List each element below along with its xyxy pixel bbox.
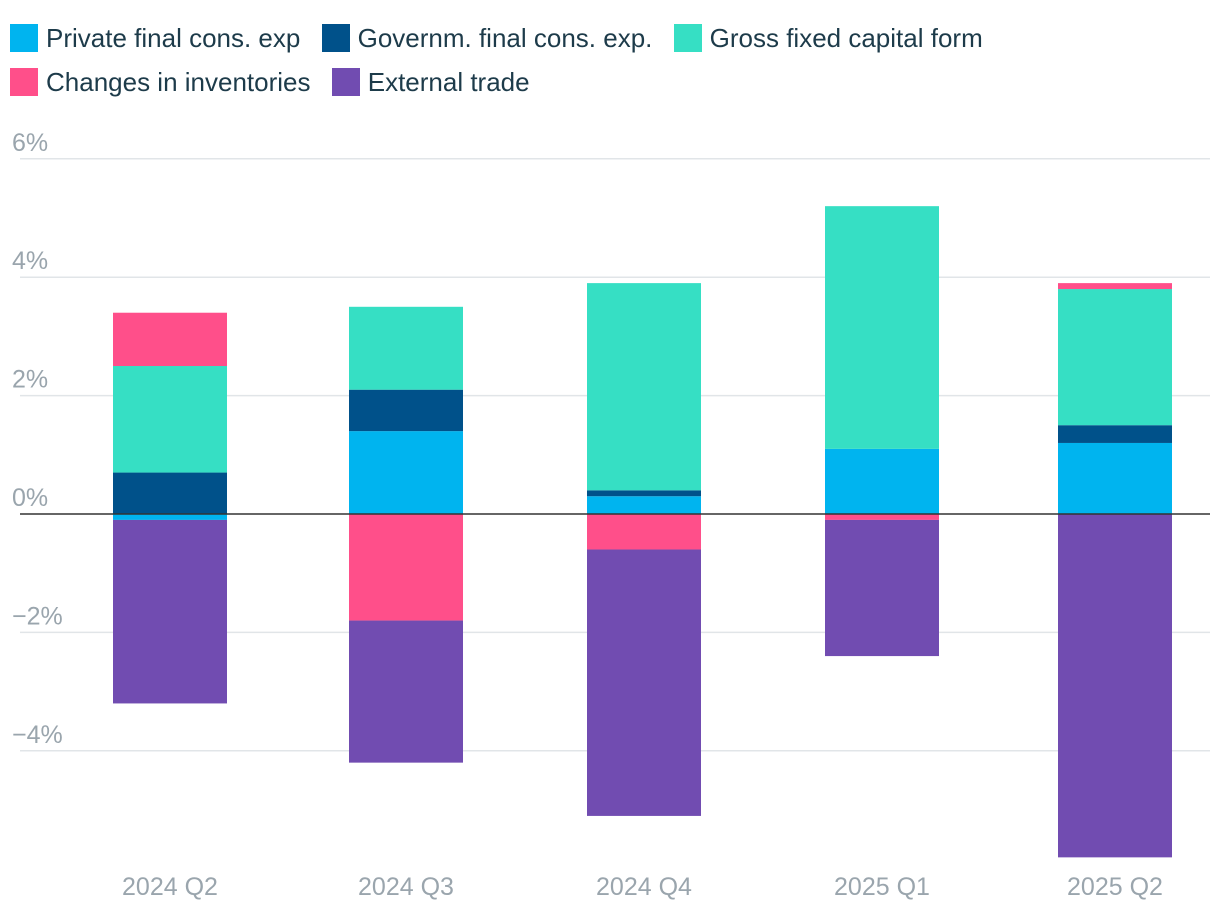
bar-segment[interactable] [1058, 289, 1172, 426]
bar-segment[interactable] [1058, 442, 1172, 514]
y-tick-label: 0% [12, 484, 48, 512]
bar-segment[interactable] [349, 306, 463, 390]
bar-segment[interactable] [113, 366, 227, 473]
bar-segment[interactable] [1058, 425, 1172, 443]
chart-legend: Private final cons. exp Governm. final c… [10, 16, 1210, 104]
bar-segment[interactable] [825, 514, 939, 520]
bar-segment[interactable] [349, 431, 463, 514]
legend-swatch-private-consumption [10, 24, 38, 52]
bar-segment[interactable] [349, 620, 463, 763]
legend-label-government-consumption: Governm. final cons. exp. [357, 23, 653, 53]
legend-item-gross-fixed-capital[interactable]: Gross fixed capital form [673, 16, 983, 60]
bar-segment[interactable] [1058, 283, 1172, 290]
legend-label-private-consumption: Private final cons. exp [46, 23, 301, 53]
y-tick-label: 4% [12, 247, 48, 275]
bar-segment[interactable] [587, 514, 701, 550]
bar-segment[interactable] [349, 514, 463, 621]
x-tick-label: 2024 Q4 [596, 873, 692, 901]
y-tick-label: 6% [12, 129, 48, 157]
legend-item-private-consumption[interactable]: Private final cons. exp [10, 16, 300, 60]
bar-segment[interactable] [587, 549, 701, 816]
legend-swatch-changes-in-inventories [10, 68, 38, 96]
legend-label-gross-fixed-capital: Gross fixed capital form [709, 23, 983, 53]
legend-label-changes-in-inventories: Changes in inventories [46, 67, 311, 97]
legend-swatch-external-trade [331, 68, 360, 96]
legend-item-changes-in-inventories[interactable]: Changes in inventories [10, 60, 311, 104]
bar-segment[interactable] [349, 389, 463, 432]
bar-segment[interactable] [587, 283, 701, 491]
y-tick-label: 2% [12, 366, 48, 394]
legend-swatch-government-consumption [321, 24, 350, 52]
x-tick-label: 2024 Q2 [122, 873, 218, 901]
x-tick-label: 2025 Q2 [1067, 873, 1163, 901]
x-tick-label: 2024 Q3 [358, 873, 454, 901]
bar-segment[interactable] [113, 514, 227, 520]
bar-segment[interactable] [825, 206, 939, 449]
legend-swatch-gross-fixed-capital [673, 24, 702, 52]
bars [113, 206, 1172, 858]
bar-segment[interactable] [587, 496, 701, 514]
bar-segment[interactable] [825, 448, 939, 514]
x-tick-label: 2025 Q1 [834, 873, 930, 901]
bar-segment[interactable] [1058, 514, 1172, 858]
legend-item-government-consumption[interactable]: Governm. final cons. exp. [321, 16, 653, 60]
legend-label-external-trade: External trade [367, 67, 530, 97]
bar-segment[interactable] [587, 490, 701, 497]
bar-segment[interactable] [113, 472, 227, 514]
bar-segment[interactable] [113, 312, 227, 366]
legend-item-external-trade[interactable]: External trade [331, 60, 530, 104]
axes: 6% 4% 2% 0% −2% −4% 2024 Q2 2024 Q3 2024 Q4 2025 … [12, 129, 1210, 901]
bar-segment[interactable] [825, 519, 939, 657]
y-tick-label: −4% [12, 721, 63, 749]
bar-segment[interactable] [113, 519, 227, 704]
y-tick-label: −2% [12, 602, 63, 630]
